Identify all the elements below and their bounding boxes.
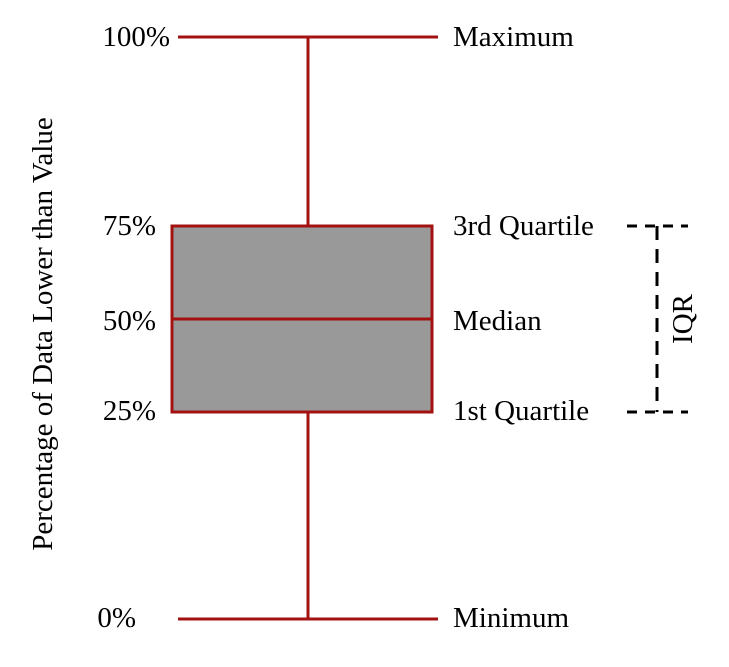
label-q1: 1st Quartile bbox=[453, 395, 589, 427]
tick-100: 100% bbox=[102, 21, 170, 53]
y-axis-label: Percentage of Data Lower than Value bbox=[27, 117, 59, 550]
label-median: Median bbox=[453, 305, 542, 337]
label-q3: 3rd Quartile bbox=[453, 210, 594, 242]
tick-25: 25% bbox=[103, 395, 156, 427]
tick-75: 75% bbox=[103, 210, 156, 242]
tick-50: 50% bbox=[103, 305, 156, 337]
label-minimum: Minimum bbox=[453, 602, 569, 634]
tick-0: 0% bbox=[97, 602, 136, 634]
iqr-label: IQR bbox=[667, 293, 699, 344]
label-maximum: Maximum bbox=[453, 21, 574, 53]
